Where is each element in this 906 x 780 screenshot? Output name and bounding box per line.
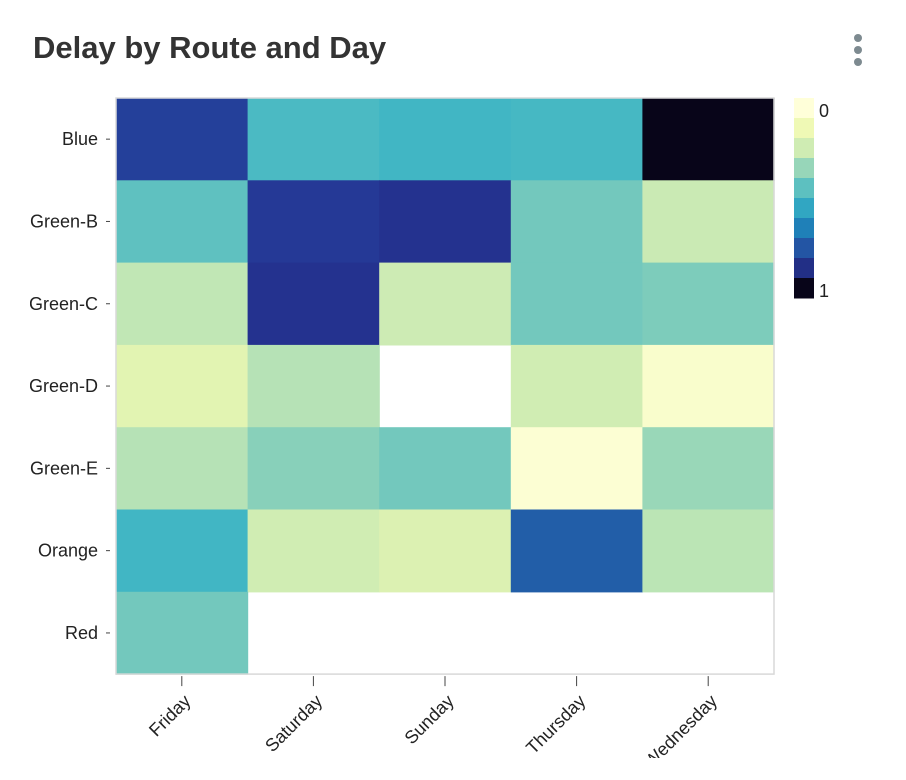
heatmap-cell-orange-sunday[interactable] [379, 509, 512, 593]
x-tick-label: Thursday [522, 691, 589, 758]
y-tick-label: Red [65, 623, 98, 643]
colorbar-swatch [794, 158, 814, 179]
heatmap-cell-orange-wednesday[interactable] [642, 509, 775, 593]
y-tick-label: Green-B [30, 211, 98, 231]
x-tick-label: Saturday [261, 691, 326, 756]
heatmap-cell-green-d-thursday[interactable] [510, 344, 643, 428]
y-tick-label: Green-C [29, 294, 98, 314]
heatmap-cell-blue-friday[interactable] [116, 98, 249, 181]
heatmap-cell-orange-thursday[interactable] [510, 509, 643, 593]
colorbar-swatch [794, 98, 814, 119]
heatmap-cell-green-b-saturday[interactable] [247, 180, 380, 264]
colorbar-max-label: 1 [819, 281, 829, 301]
heatmap-cell-green-c-sunday[interactable] [379, 262, 512, 346]
colorbar-swatch [794, 258, 814, 279]
kebab-menu-icon[interactable] [848, 32, 868, 68]
x-tick-label: Sunday [401, 691, 458, 748]
plot-frame [115, 97, 775, 675]
x-tick-label: Wednesday [640, 691, 721, 772]
heatmap-cell-green-b-thursday[interactable] [510, 180, 643, 264]
heatmap-cell-red-friday[interactable] [116, 591, 249, 675]
heatmap-cell-green-d-friday[interactable] [116, 344, 249, 428]
colorbar-swatch [794, 278, 814, 299]
colorbar-swatch [794, 178, 814, 199]
colorbar-swatch [794, 198, 814, 219]
heatmap-cell-green-d-wednesday[interactable] [642, 344, 775, 428]
y-tick-label: Green-D [29, 376, 98, 396]
heatmap-cell-green-b-friday[interactable] [116, 180, 249, 264]
heatmap-cell-green-c-thursday[interactable] [510, 262, 643, 346]
chart-title: Delay by Route and Day [33, 30, 387, 65]
heatmap-cell-blue-sunday[interactable] [379, 98, 512, 181]
heatmap-cell-orange-friday[interactable] [116, 509, 249, 593]
heatmap-cell-green-c-saturday[interactable] [247, 262, 380, 346]
colorbar-swatch [794, 138, 814, 159]
colorbar-min-label: 0 [819, 101, 829, 121]
heatmap-cell-blue-thursday[interactable] [510, 98, 643, 181]
heatmap-cell-green-e-sunday[interactable] [379, 427, 512, 511]
x-tick-label: Friday [145, 691, 195, 741]
heatmap-cell-orange-saturday[interactable] [247, 509, 380, 593]
colorbar-swatch [794, 218, 814, 239]
y-tick-label: Blue [62, 129, 98, 149]
y-tick-label: Green-E [30, 458, 98, 478]
heatmap-cell-blue-wednesday[interactable] [642, 98, 775, 181]
colorbar-swatch [794, 238, 814, 259]
y-tick-label: Orange [38, 541, 98, 561]
heatmap-cell-green-e-saturday[interactable] [247, 427, 380, 511]
heatmap-cell-green-e-wednesday[interactable] [642, 427, 775, 511]
colorbar-swatch [794, 118, 814, 139]
heatmap-cell-green-c-wednesday[interactable] [642, 262, 775, 346]
heatmap-cell-green-d-saturday[interactable] [247, 344, 380, 428]
heatmap-cell-green-b-wednesday[interactable] [642, 180, 775, 264]
heatmap-cell-green-e-thursday[interactable] [510, 427, 643, 511]
heatmap-cell-green-b-sunday[interactable] [379, 180, 512, 264]
heatmap-cell-blue-saturday[interactable] [247, 98, 380, 181]
heatmap-cell-green-e-friday[interactable] [116, 427, 249, 511]
heatmap-cell-green-c-friday[interactable] [116, 262, 249, 346]
